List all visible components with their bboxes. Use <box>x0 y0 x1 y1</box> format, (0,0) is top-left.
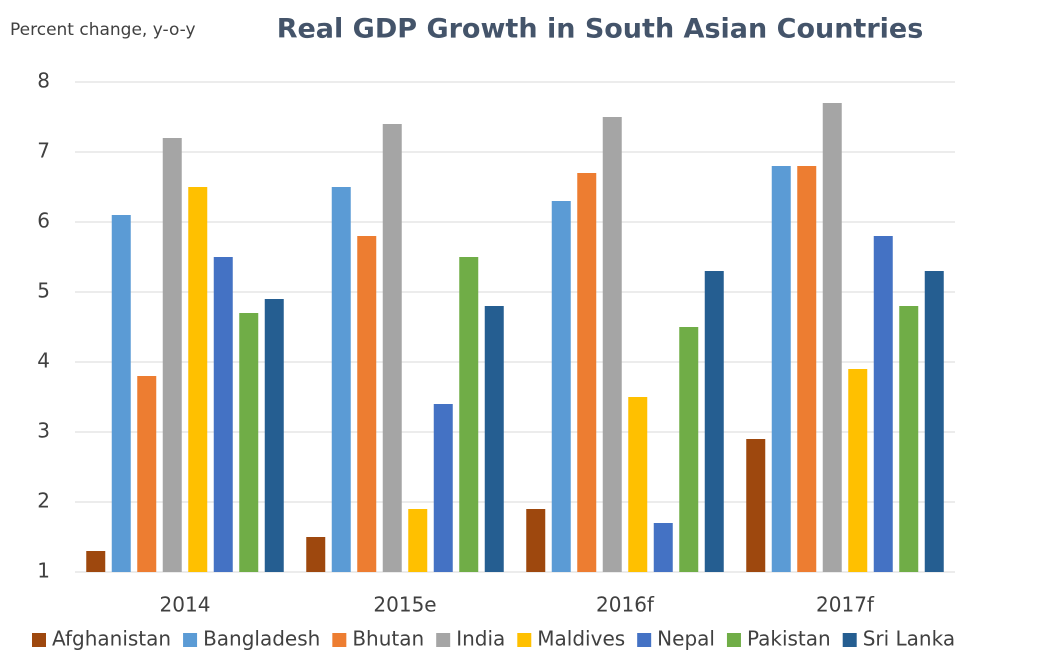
bar <box>899 306 919 572</box>
bar <box>797 166 817 572</box>
bar <box>873 236 893 572</box>
bar <box>577 173 597 572</box>
legend-label: Sri Lanka <box>863 627 955 651</box>
y-tick-label: 2 <box>37 489 50 513</box>
legend-swatch <box>436 633 451 647</box>
legend-label: India <box>456 627 505 651</box>
x-tick-label: 2017f <box>816 593 875 617</box>
bar <box>357 236 377 572</box>
legend-swatch <box>726 633 741 647</box>
chart-title: Real GDP Growth in South Asian Countries <box>277 14 924 45</box>
bar <box>111 215 131 572</box>
bar <box>188 187 208 572</box>
bar <box>484 306 504 572</box>
x-tick-label: 2015e <box>373 593 436 617</box>
y-tick-label: 8 <box>37 69 50 93</box>
bar <box>162 138 182 572</box>
legend-swatch <box>183 633 198 647</box>
y-axis-label: Percent change, y-o-y <box>10 20 196 40</box>
bar <box>213 257 233 572</box>
bar <box>704 271 724 572</box>
bar <box>771 166 791 572</box>
bar <box>382 124 402 572</box>
y-tick-label: 1 <box>37 559 50 583</box>
legend-swatch <box>842 633 857 647</box>
x-tick-label: 2014 <box>160 593 211 617</box>
legend-label: Bangladesh <box>203 627 320 651</box>
bar <box>264 299 284 572</box>
bar <box>602 117 622 572</box>
legend-label: Maldives <box>537 627 625 651</box>
bar <box>822 103 842 572</box>
bar <box>679 327 699 572</box>
legend-label: Pakistan <box>747 627 831 651</box>
legend-swatch <box>32 633 46 647</box>
legend-swatch <box>332 633 347 647</box>
bar <box>746 439 766 572</box>
y-tick-label: 5 <box>37 279 50 303</box>
bar <box>653 523 673 572</box>
bar <box>848 369 868 572</box>
bar <box>306 537 326 572</box>
bar <box>86 551 106 572</box>
bar <box>331 187 351 572</box>
bar <box>526 509 546 572</box>
legend-swatch <box>517 633 532 647</box>
bar <box>239 313 259 572</box>
legend-label: Nepal <box>657 627 715 651</box>
legend-label: Afghanistan <box>52 627 171 651</box>
bar <box>924 271 944 572</box>
y-tick-label: 4 <box>37 349 50 373</box>
bar <box>408 509 428 572</box>
bar <box>628 397 648 572</box>
bar <box>551 201 571 572</box>
bar <box>137 376 157 572</box>
y-tick-label: 3 <box>37 419 50 443</box>
legend-swatch <box>637 633 652 647</box>
bar <box>433 404 453 572</box>
bar <box>459 257 479 572</box>
y-tick-label: 6 <box>37 209 50 233</box>
x-tick-label: 2016f <box>596 593 655 617</box>
legend-label: Bhutan <box>352 627 424 651</box>
y-tick-label: 7 <box>37 139 50 163</box>
